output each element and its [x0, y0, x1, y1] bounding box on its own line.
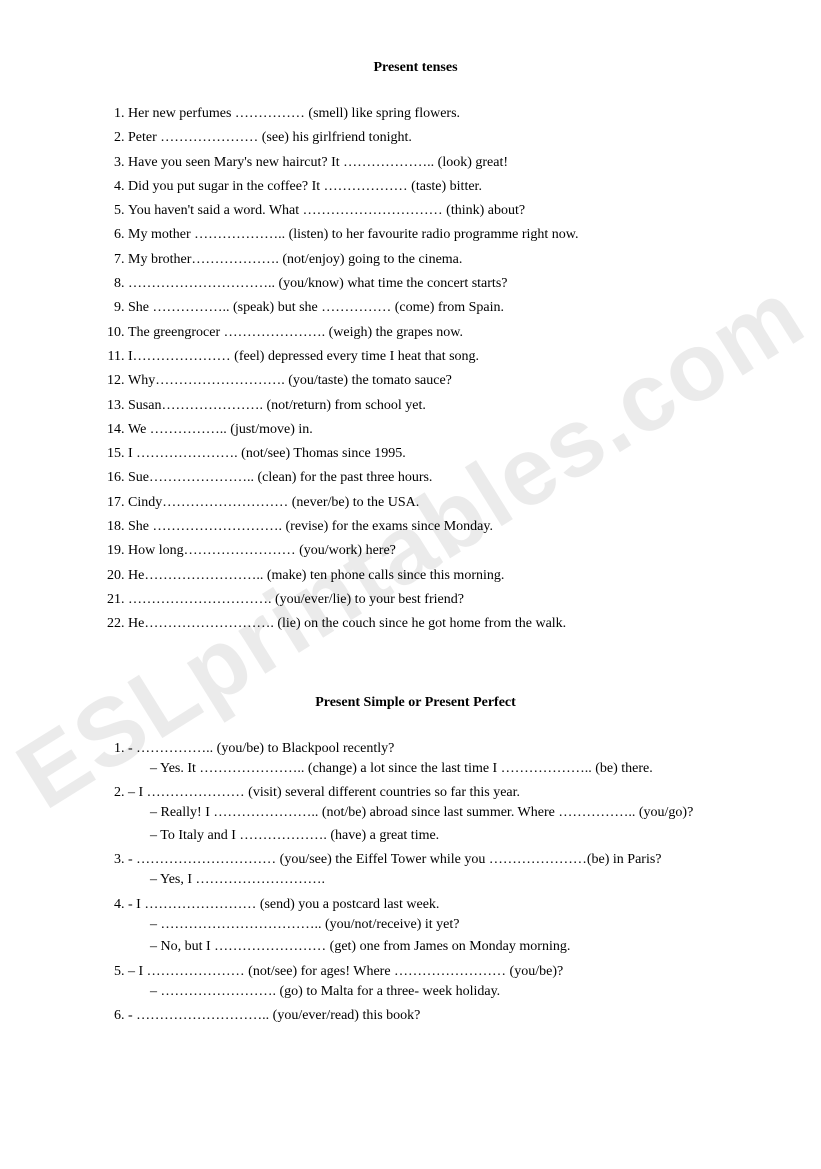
exercise-item: - …………….. (you/be) to Blackpool recently…	[128, 739, 731, 780]
exercise-main-line: - ……………………….. (you/ever/read) this book?	[128, 1006, 731, 1026]
exercise-item: Cindy……………………… (never/be) to the USA.	[128, 493, 731, 513]
exercise-sub-line: No, but I …………………… (get) one from James …	[128, 937, 731, 957]
exercise-item: He…………………….. (make) ten phone calls sinc…	[128, 566, 731, 586]
exercise-item: My mother ……………….. (listen) to her favou…	[128, 225, 731, 245]
exercise-sub-line: …………………………….. (you/not/receive) it yet?	[128, 915, 731, 935]
exercise-item: You haven't said a word. What ……………………………	[128, 201, 731, 221]
exercise-item: Peter ………………… (see) his girlfriend tonig…	[128, 128, 731, 148]
exercise-item: My brother………………. (not/enjoy) going to t…	[128, 250, 731, 270]
exercise-item: Sue………………….. (clean) for the past three …	[128, 468, 731, 488]
exercise-item: - I …………………… (send) you a postcard last …	[128, 895, 731, 958]
exercise-item: She …………….. (speak) but she …………… (come)…	[128, 298, 731, 318]
exercise-main-line: – I ………………… (not/see) for ages! Where ………	[128, 962, 731, 982]
exercise-item: – I ………………… (visit) several different co…	[128, 783, 731, 846]
exercise-item: Have you seen Mary's new haircut? It …………	[128, 153, 731, 173]
exercise-item: …………………………. (you/ever/lie) to your best …	[128, 590, 731, 610]
exercise-main-line: - I …………………… (send) you a postcard last …	[128, 895, 731, 915]
exercise-item: I …………………. (not/see) Thomas since 1995.	[128, 444, 731, 464]
exercise-item: Susan…………………. (not/return) from school y…	[128, 396, 731, 416]
exercise-item: The greengrocer …………………. (weigh) the gra…	[128, 323, 731, 343]
exercise-sub-line: To Italy and I ………………. (have) a great ti…	[128, 826, 731, 846]
section2-title: Present Simple or Present Perfect	[100, 695, 731, 711]
exercise-item: Her new perfumes …………… (smell) like spri…	[128, 104, 731, 124]
exercise-sub-line: ……………………. (go) to Malta for a three- wee…	[128, 982, 731, 1002]
section1-title: Present tenses	[100, 60, 731, 76]
section2-list: - …………….. (you/be) to Blackpool recently…	[100, 739, 731, 1027]
exercise-item: ………………………….. (you/know) what time the co…	[128, 274, 731, 294]
page-container: Present tenses Her new perfumes …………… (s…	[0, 0, 821, 1090]
exercise-item: She ………………………. (revise) for the exams si…	[128, 517, 731, 537]
exercise-sub-line: Really! I ………………….. (not/be) abroad sinc…	[128, 803, 731, 823]
exercise-sub-line: Yes, I ……………………….	[128, 870, 731, 890]
exercise-main-line: – I ………………… (visit) several different co…	[128, 783, 731, 803]
exercise-main-line: - …………….. (you/be) to Blackpool recently…	[128, 739, 731, 759]
exercise-item: – I ………………… (not/see) for ages! Where ………	[128, 962, 731, 1003]
exercise-item: We …………….. (just/move) in.	[128, 420, 731, 440]
section1-list: Her new perfumes …………… (smell) like spri…	[100, 104, 731, 635]
exercise-sub-line: Yes. It ………………….. (change) a lot since t…	[128, 759, 731, 779]
exercise-item: - ………………………… (you/see) the Eiffel Tower …	[128, 850, 731, 891]
exercise-item: Why………………………. (you/taste) the tomato sau…	[128, 371, 731, 391]
exercise-item: I………………… (feel) depressed every time I h…	[128, 347, 731, 367]
exercise-item: He………………………. (lie) on the couch since he…	[128, 614, 731, 634]
exercise-item: - ……………………….. (you/ever/read) this book?	[128, 1006, 731, 1026]
exercise-item: Did you put sugar in the coffee? It ……………	[128, 177, 731, 197]
exercise-item: How long…………………… (you/work) here?	[128, 541, 731, 561]
exercise-main-line: - ………………………… (you/see) the Eiffel Tower …	[128, 850, 731, 870]
